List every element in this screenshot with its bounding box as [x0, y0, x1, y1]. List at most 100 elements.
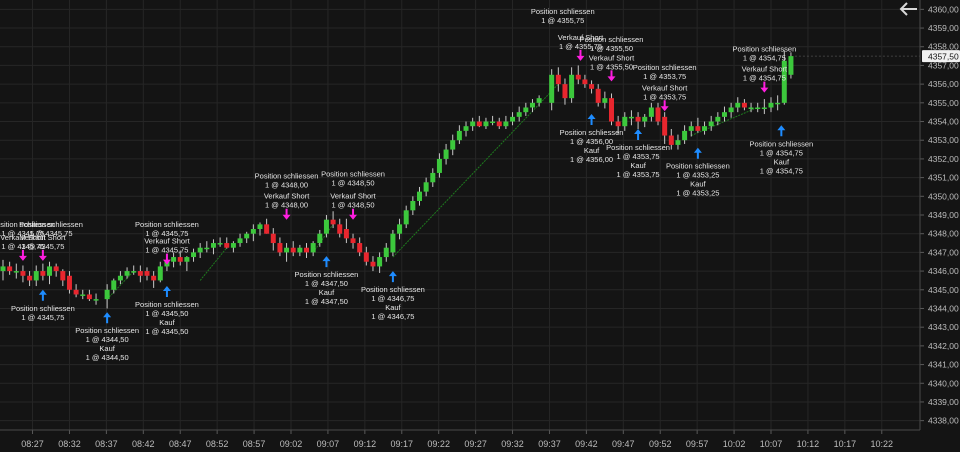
candle	[290, 241, 296, 257]
candle-body	[496, 121, 502, 127]
y-tick-label: 4357,00	[928, 60, 959, 70]
marker-label: Position schliessen	[11, 304, 75, 313]
candle	[377, 252, 383, 273]
price-axis[interactable]: 4338,00 4339,00 4340,00 4341,00 4342,00 4343,…	[919, 0, 959, 430]
candle-body	[104, 289, 110, 300]
candle-body	[144, 271, 150, 276]
marker-label: Kauf	[99, 344, 115, 353]
candle	[628, 110, 634, 126]
candle-body	[728, 107, 734, 113]
candle	[555, 67, 561, 92]
marker-label: 1 @ 4345,75	[29, 229, 72, 238]
candle-body	[264, 224, 270, 234]
candle-body	[390, 233, 396, 253]
marker-label: 1 @ 4345,75	[21, 242, 64, 251]
candle	[337, 218, 343, 238]
candle	[510, 112, 516, 126]
y-tick-label: 4354,00	[928, 117, 959, 127]
candle	[390, 229, 396, 257]
candle	[397, 218, 403, 240]
marker-label: 1 @ 4345,75	[145, 229, 188, 238]
trade-line	[199, 247, 228, 281]
marker-label: Position schliessen	[321, 170, 385, 179]
candle-body	[642, 116, 648, 122]
x-tick-label: 09:47	[612, 439, 635, 449]
candle	[463, 121, 469, 137]
candle-body	[284, 247, 290, 253]
candle-body	[476, 121, 482, 127]
marker-label: Position schliessen	[560, 128, 624, 137]
candle-body	[595, 88, 601, 103]
buy-arrow-icon	[38, 289, 47, 301]
candle	[416, 186, 422, 206]
candle-body	[363, 252, 369, 262]
candle-body	[157, 266, 163, 281]
candle	[27, 271, 33, 287]
marker-label: 1 @ 4345,75	[21, 313, 64, 322]
candle-body	[270, 233, 276, 244]
candle	[761, 99, 767, 115]
candle	[330, 211, 336, 229]
candle-body	[741, 102, 747, 108]
candle	[151, 271, 157, 288]
candle	[635, 112, 641, 129]
marker-label: Position schliessen	[19, 220, 83, 229]
candle	[648, 102, 654, 122]
candle	[104, 284, 110, 309]
candle	[53, 263, 59, 277]
candle	[589, 80, 595, 94]
candle	[357, 237, 363, 257]
candle-body	[410, 200, 416, 211]
candle-body	[80, 294, 86, 296]
candle-body	[40, 271, 46, 276]
marker-label: Position schliessen	[135, 220, 199, 229]
marker-label: Position schliessen	[732, 44, 796, 53]
candle-body	[450, 140, 456, 150]
candle	[297, 244, 303, 257]
candle	[250, 224, 256, 242]
x-tick-label: 08:47	[169, 439, 192, 449]
candle	[741, 99, 747, 111]
candle	[191, 248, 197, 262]
candle-body	[184, 257, 190, 262]
candle-body	[555, 74, 561, 85]
marker-label: Kauf	[774, 157, 790, 166]
candle	[695, 117, 701, 133]
sell-arrow-icon	[18, 249, 27, 261]
candle	[595, 84, 601, 107]
candle-body	[688, 126, 694, 131]
marker-label: 1 @ 4346,75	[371, 312, 414, 321]
candle-body	[781, 60, 787, 103]
marker-label: Kauf	[159, 318, 175, 327]
marker-label: Verkauf Short	[20, 233, 66, 242]
marker-label: Kauf	[690, 180, 706, 189]
candle	[470, 117, 476, 131]
time-axis[interactable]: 08:27 08:32 08:37 08:42 08:47 08:52 08:57 09:02…	[0, 429, 920, 449]
x-tick-label: 09:37	[538, 439, 561, 449]
marker-label: 1 @ 4345,75	[145, 246, 188, 255]
candle-body	[304, 247, 310, 253]
candle	[582, 74, 588, 88]
marker-label: Verkauf Short	[558, 33, 604, 42]
x-tick-label: 09:52	[649, 439, 672, 449]
marker-label: 1 @ 4355,50	[590, 62, 633, 71]
marker-label: 1 @ 4345,50	[145, 309, 188, 318]
candle-body	[151, 275, 157, 281]
candle-body	[86, 294, 92, 300]
candle-body	[788, 56, 794, 75]
buy-arrow-icon	[587, 114, 596, 126]
back-arrow-icon[interactable]	[898, 1, 918, 17]
marker-label: 1 @ 4354,75	[743, 74, 786, 83]
marker-label: Kauf	[319, 288, 335, 297]
candle	[403, 205, 409, 229]
candle	[144, 267, 150, 281]
candle	[768, 97, 774, 113]
